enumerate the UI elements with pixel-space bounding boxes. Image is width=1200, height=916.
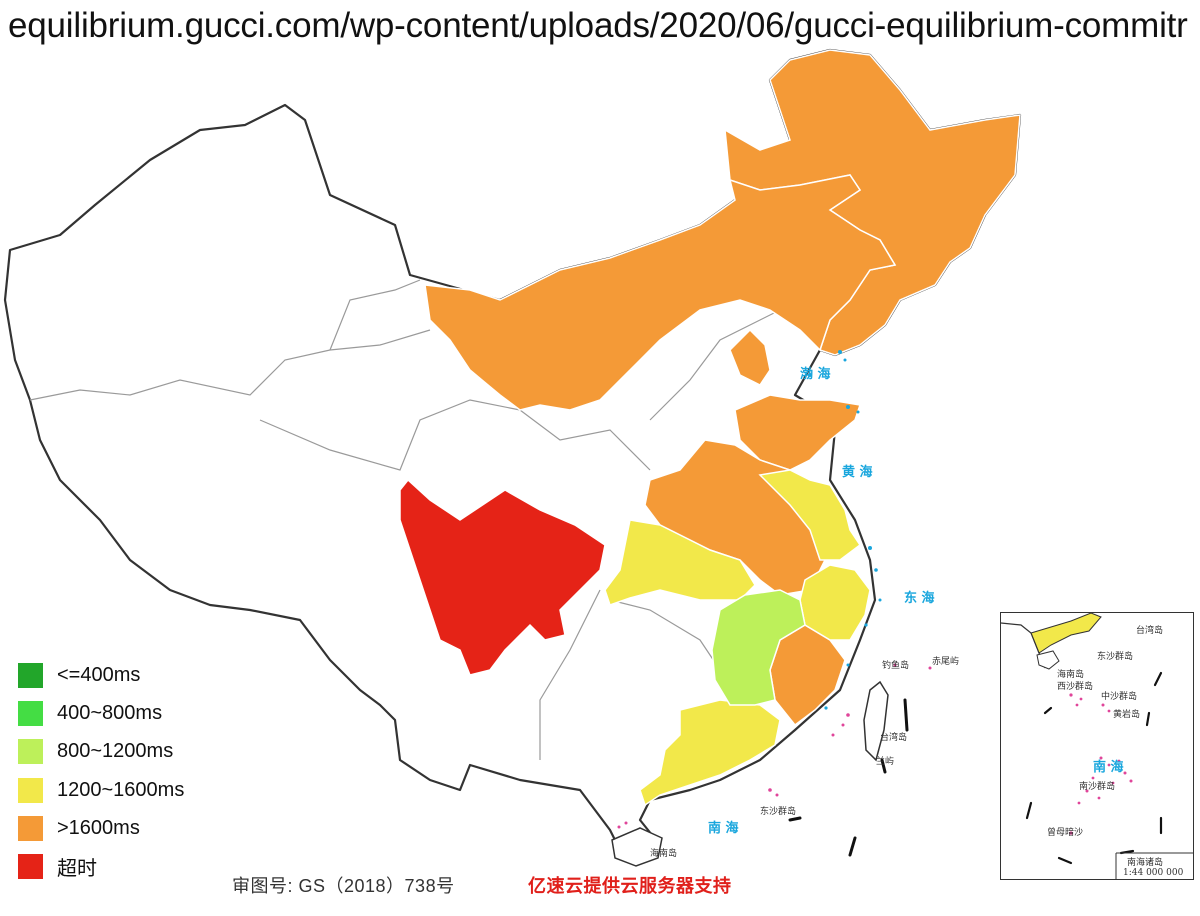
legend-swatch [18, 739, 43, 765]
inset-label-sea: 南 海 [1093, 759, 1124, 775]
label-lanyu: 兰屿 [876, 755, 894, 767]
legend-label: 400~800ms [57, 701, 163, 724]
inset-map: 台湾岛 东沙群岛 海南岛 西沙群岛 中沙群岛 黄岩岛 南 海 南沙群岛 曾母暗沙… [1001, 613, 1193, 879]
legend-item: <=400ms [18, 656, 184, 694]
taiwan-island [863, 680, 889, 762]
legend-swatch [18, 777, 43, 803]
inset-label-hainan: 海南岛 [1057, 668, 1084, 680]
legend: <=400ms 400~800ms 800~1200ms 1200~1600ms >16… [18, 656, 184, 886]
region-jiangsu [758, 469, 862, 561]
legend-swatch [18, 662, 43, 688]
region-guangdong [639, 699, 781, 807]
province-boundaries [29, 279, 801, 760]
label-yellow-sea: 黄 海 [842, 464, 873, 480]
pink-isles [617, 663, 932, 829]
label-bohai: 渤 海 [800, 366, 831, 382]
legend-swatch [18, 854, 43, 880]
label-south-sea: 南 海 [708, 820, 739, 836]
label-diaoyu: 钓鱼岛 [882, 659, 909, 671]
legend-item: >1600ms [18, 809, 184, 847]
label-dongsha: 东沙群岛 [760, 805, 796, 817]
inset-footer-title: 南海诸岛 [1127, 856, 1163, 868]
inset-label-zhongsha: 中沙群岛 [1101, 690, 1137, 702]
url-text: equilibrium.gucci.com/wp-content/uploads… [8, 6, 1188, 45]
inset-label-xisha: 西沙群岛 [1057, 680, 1093, 692]
legend-item: 1200~1600ms [18, 771, 184, 809]
inset-footer-scale: 1:44 000 000 [1123, 868, 1184, 878]
inset-label-taiwan: 台湾岛 [1136, 624, 1163, 636]
legend-item: 800~1200ms [18, 733, 184, 771]
legend-swatch [18, 815, 43, 841]
coastal-islands [808, 350, 882, 710]
region-shandong [734, 394, 861, 471]
region-sichuan [399, 478, 606, 676]
legend-item: 400~800ms [18, 694, 184, 732]
hainan-island [611, 827, 663, 867]
inset-nine-dash [1025, 671, 1163, 865]
maritime-boundary-dashes [788, 698, 909, 857]
inset-label-dongsha: 东沙群岛 [1097, 650, 1133, 662]
inset-hainan [1036, 650, 1060, 670]
region-inner-mongolia [424, 174, 897, 411]
south-china-sea-inset: 台湾岛 东沙群岛 海南岛 西沙群岛 中沙群岛 黄岩岛 南 海 南沙群岛 曾母暗沙… [1000, 612, 1194, 880]
legend-label: <=400ms [57, 663, 141, 686]
label-taiwan: 台湾岛 [880, 731, 907, 743]
label-hainan: 海南岛 [650, 847, 677, 859]
inset-label-zengmu: 曾母暗沙 [1047, 826, 1083, 838]
inset-label-huangyan: 黄岩岛 [1113, 708, 1140, 720]
region-jiangxi [711, 589, 806, 706]
region-beijing [729, 328, 771, 386]
legend-label: 超时 [57, 858, 97, 881]
legend-label: >1600ms [57, 816, 140, 839]
inset-label-nansha: 南沙群岛 [1079, 780, 1115, 792]
label-east-sea: 东 海 [904, 590, 935, 606]
inset-coast-guangdong [1030, 613, 1102, 654]
region-shaanxi-chongqing [604, 519, 756, 606]
inset-islands [1069, 693, 1133, 835]
label-chiwei: 赤尾屿 [932, 656, 959, 667]
server-credit: 亿速云提供云服务器支持 [528, 876, 732, 896]
legend-label: 1200~1600ms [57, 778, 185, 801]
legend-swatch [18, 700, 43, 726]
legend-item: 超时 [18, 847, 184, 885]
map-approval-number: 审图号: GS（2018）738号 [232, 876, 455, 896]
legend-label: 800~1200ms [57, 740, 174, 763]
